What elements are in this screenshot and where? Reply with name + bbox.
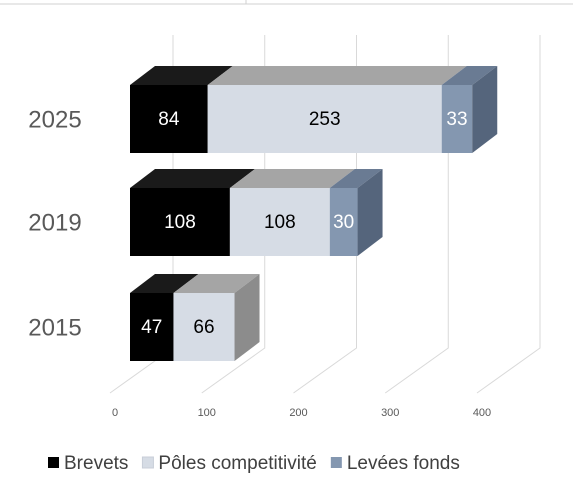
bar-top bbox=[130, 169, 255, 188]
data-label: 30 bbox=[333, 212, 354, 233]
bar-front bbox=[329, 188, 358, 256]
legend-swatch bbox=[330, 457, 342, 468]
bar-top bbox=[173, 274, 260, 293]
bar-segment: 108 bbox=[229, 169, 355, 256]
bar-front bbox=[173, 293, 235, 361]
bar-top bbox=[229, 169, 355, 188]
bar-top bbox=[130, 66, 233, 85]
x-tick-label: 100 bbox=[198, 407, 216, 419]
x-tick-label: 0 bbox=[112, 407, 118, 419]
bar-front bbox=[130, 293, 174, 361]
data-label: 84 bbox=[158, 109, 180, 130]
bar-top bbox=[329, 169, 383, 188]
bar-front bbox=[130, 85, 208, 153]
data-label: 108 bbox=[164, 212, 196, 233]
legend-swatch bbox=[141, 456, 154, 469]
x-tick-label: 400 bbox=[473, 407, 491, 419]
bar-front bbox=[207, 85, 442, 153]
legend-label: Brevets bbox=[64, 453, 128, 474]
bar-top bbox=[441, 66, 498, 85]
data-label: 33 bbox=[446, 109, 467, 130]
legend-label: Levées fonds bbox=[347, 453, 460, 474]
bar-segment: 253 bbox=[207, 66, 467, 153]
bars: 2025 84 253 33 2019 108 108 30 2015 47 66 bbox=[28, 66, 498, 361]
grid-line bbox=[476, 35, 541, 394]
bar-side bbox=[234, 274, 260, 361]
bar-segment: 108 bbox=[130, 169, 255, 256]
x-tick-label: 200 bbox=[289, 407, 307, 419]
bar-side bbox=[472, 66, 498, 153]
x-tick-label: 300 bbox=[381, 407, 399, 419]
bar-front bbox=[130, 188, 230, 256]
bar-side bbox=[357, 169, 383, 256]
data-label: 108 bbox=[264, 212, 296, 233]
bar-front bbox=[229, 188, 330, 256]
legend-swatch bbox=[48, 457, 59, 468]
bar-segment: 84 bbox=[130, 66, 233, 153]
data-label: 47 bbox=[141, 317, 162, 338]
category-label: 2025 bbox=[28, 106, 81, 133]
bar-segment: 33 bbox=[441, 66, 498, 153]
data-label: 253 bbox=[309, 109, 341, 130]
data-label: 66 bbox=[193, 317, 214, 338]
bar-front bbox=[441, 85, 473, 153]
category-label: 2015 bbox=[28, 314, 81, 341]
legend: Brevets Pôles competitivité Levées fonds bbox=[48, 453, 460, 474]
bar-top bbox=[207, 66, 467, 85]
bar-segment: 30 bbox=[329, 169, 383, 256]
legend-label: Pôles competitivité bbox=[158, 453, 316, 474]
bar-segment: 47 bbox=[130, 274, 199, 361]
category-label: 2019 bbox=[28, 209, 81, 236]
bar-segment: 66 bbox=[173, 274, 260, 361]
bar-top bbox=[130, 274, 199, 293]
